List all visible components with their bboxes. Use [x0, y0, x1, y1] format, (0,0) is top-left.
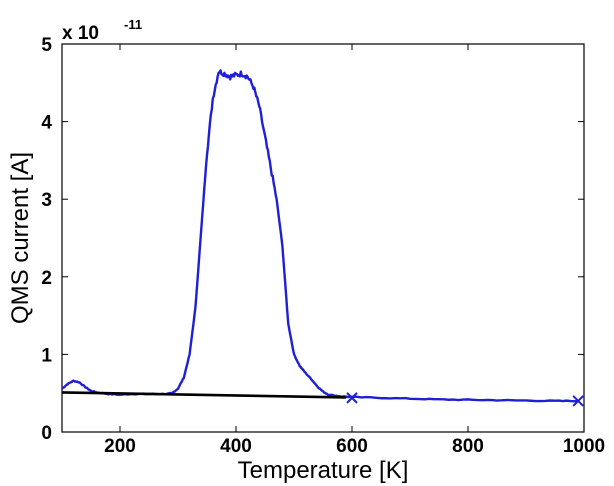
- x-marker-1: [572, 395, 584, 407]
- x-tick-label-4: 1000: [563, 436, 605, 457]
- y-tick-label-0: 0: [41, 423, 52, 444]
- x-tick-label-2: 600: [336, 436, 368, 457]
- y-exponent: -11: [124, 17, 142, 32]
- y-tick-labels: 0 1 2 3 4 5: [41, 35, 52, 444]
- plot-frame: [61, 43, 585, 433]
- series-layer: [61, 69, 579, 403]
- x-axis-title: Temperature [K]: [238, 457, 409, 484]
- series-0-line: [61, 69, 579, 403]
- x-tick-label-0: 200: [104, 436, 136, 457]
- y-tick-label-3: 3: [41, 190, 52, 211]
- x-tick-labels: 200 400 600 800 1000: [104, 436, 605, 457]
- y-axis-title: QMS current [A]: [7, 152, 34, 324]
- tick-marks: [62, 43, 585, 433]
- x-marker-0: [346, 392, 358, 404]
- marker-layer: [346, 392, 584, 407]
- x-tick-label-3: 800: [452, 436, 484, 457]
- y-tick-label-2: 2: [41, 268, 52, 289]
- y-tick-label-1: 1: [41, 345, 52, 366]
- y-tick-label-5: 5: [41, 35, 52, 56]
- x-tick-label-1: 400: [220, 436, 252, 457]
- series-1-line: [61, 391, 347, 399]
- y-tick-label-4: 4: [41, 113, 52, 134]
- y-exponent-prefix: x 10: [62, 23, 99, 44]
